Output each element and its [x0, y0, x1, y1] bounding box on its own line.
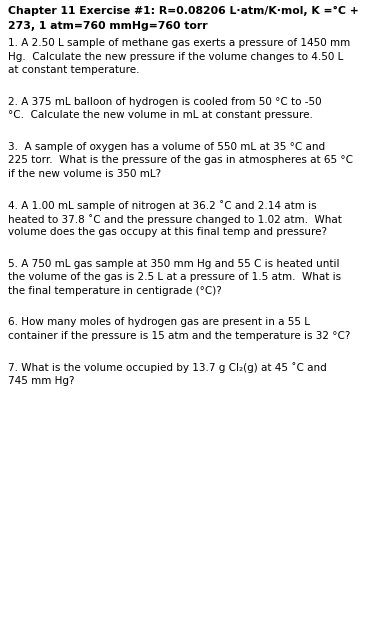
Text: volume does the gas occupy at this final temp and pressure?: volume does the gas occupy at this final…: [8, 227, 327, 237]
Text: °C.  Calculate the new volume in mL at constant pressure.: °C. Calculate the new volume in mL at co…: [8, 110, 313, 120]
Text: Hg.  Calculate the new pressure if the volume changes to 4.50 L: Hg. Calculate the new pressure if the vo…: [8, 52, 343, 62]
Text: 4. A 1.00 mL sample of nitrogen at 36.2 ˚C and 2.14 atm is: 4. A 1.00 mL sample of nitrogen at 36.2 …: [8, 200, 317, 212]
Text: 745 mm Hg?: 745 mm Hg?: [8, 376, 74, 386]
Text: 1. A 2.50 L sample of methane gas exerts a pressure of 1450 mm: 1. A 2.50 L sample of methane gas exerts…: [8, 39, 350, 49]
Text: 7. What is the volume occupied by 13.7 g Cl₂(g) at 45 ˚C and: 7. What is the volume occupied by 13.7 g…: [8, 363, 327, 373]
Text: Chapter 11 Exercise #1: R=0.08206 L·atm/K·mol, K =°C +: Chapter 11 Exercise #1: R=0.08206 L·atm/…: [8, 6, 359, 16]
Text: heated to 37.8 ˚C and the pressure changed to 1.02 atm.  What: heated to 37.8 ˚C and the pressure chang…: [8, 214, 342, 225]
Text: 225 torr.  What is the pressure of the gas in atmospheres at 65 °C: 225 torr. What is the pressure of the ga…: [8, 155, 353, 165]
Text: the final temperature in centigrade (°C)?: the final temperature in centigrade (°C)…: [8, 286, 222, 296]
Text: if the new volume is 350 mL?: if the new volume is 350 mL?: [8, 169, 161, 179]
Text: 3.  A sample of oxygen has a volume of 550 mL at 35 °C and: 3. A sample of oxygen has a volume of 55…: [8, 142, 325, 152]
Text: at constant temperature.: at constant temperature.: [8, 66, 140, 76]
Text: 273, 1 atm=760 mmHg=760 torr: 273, 1 atm=760 mmHg=760 torr: [8, 21, 208, 31]
Text: 2. A 375 mL balloon of hydrogen is cooled from 50 °C to -50: 2. A 375 mL balloon of hydrogen is coole…: [8, 97, 321, 107]
Text: 5. A 750 mL gas sample at 350 mm Hg and 55 C is heated until: 5. A 750 mL gas sample at 350 mm Hg and …: [8, 259, 339, 269]
Text: 6. How many moles of hydrogen gas are present in a 55 L: 6. How many moles of hydrogen gas are pr…: [8, 318, 310, 328]
Text: container if the pressure is 15 atm and the temperature is 32 °C?: container if the pressure is 15 atm and …: [8, 331, 350, 341]
Text: the volume of the gas is 2.5 L at a pressure of 1.5 atm.  What is: the volume of the gas is 2.5 L at a pres…: [8, 273, 341, 283]
